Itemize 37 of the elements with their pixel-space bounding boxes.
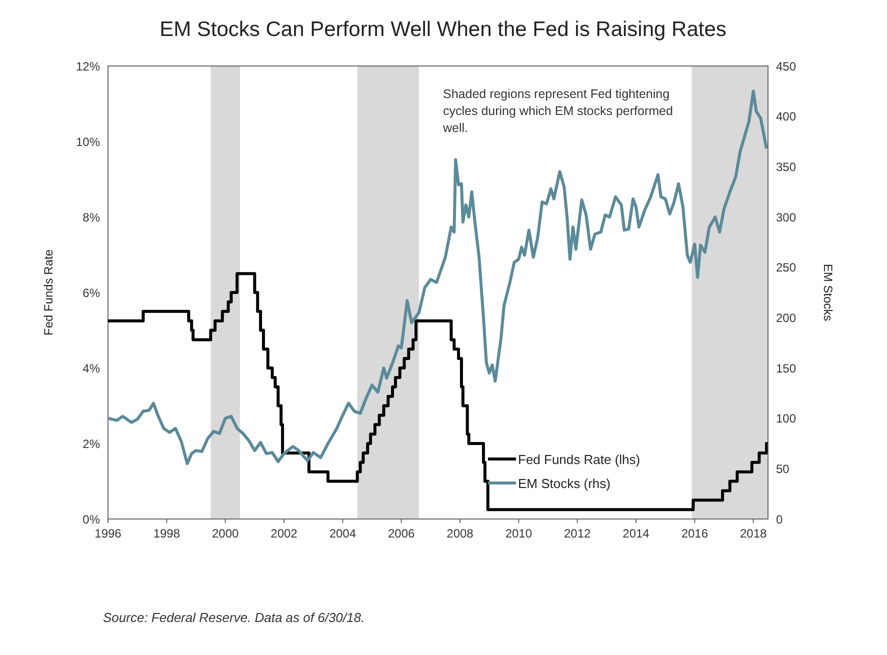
x-tick-label: 2002 [270,526,298,541]
x-tick-label: 2016 [681,526,708,541]
y-tick-label: 10% [76,134,100,149]
line-series [108,90,768,466]
y2-tick-label: 250 [776,260,796,275]
y2-tick-label: 200 [776,310,796,325]
y-tick-label: 2% [82,436,100,451]
y2-tick-label: 450 [776,59,796,74]
y-axis-title: Fed Funds Rate [41,249,56,336]
y2-tick-label: 400 [776,110,796,124]
y2-tick-label: 300 [776,210,796,224]
y2-tick-label: 50 [776,462,790,476]
x-tick-label: 2018 [740,526,768,541]
x-tick-label: 2014 [622,526,650,541]
y2-axis-title: EM Stocks [820,264,835,322]
x-tick-label: 1996 [94,526,122,541]
y-tick-label: 4% [82,361,100,376]
x-tick-label: 2010 [505,526,532,541]
legend-label: EM Stocks (rhs) [518,476,610,490]
y2-tick-label: 100 [776,412,796,426]
y-tick-label: 12% [76,59,100,74]
y2-tick-label: 150 [776,361,796,376]
x-tick-label: 1998 [153,526,180,541]
legend-label: Fed Funds Rate (lhs) [518,452,640,466]
x-tick-label: 2008 [446,526,474,541]
y-tick-label: 0% [82,512,100,526]
x-tick-label: 2012 [564,526,592,541]
x-tick-label: 2000 [212,526,240,541]
y2-tick-label: 0 [776,512,783,526]
x-tick-label: 2004 [329,526,356,541]
annotation: Shaded regions represent Fed tightening cycles during which EM stocks performed well. [443,86,674,137]
y-tick-label: 8% [82,210,100,224]
source-note: Source: Federal Reserve. Data as of 6/30/18. [102,609,366,627]
chart-title: EM Stocks Can Perform Well When the Fed is Raising Rates [158,17,728,43]
y-tick-label: 6% [82,286,100,300]
y2-tick-label: 350 [776,160,796,174]
x-tick-label: 2006 [388,526,416,541]
